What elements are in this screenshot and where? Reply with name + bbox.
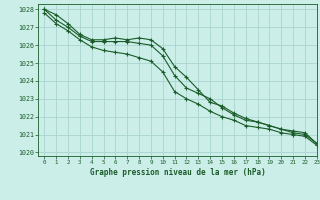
X-axis label: Graphe pression niveau de la mer (hPa): Graphe pression niveau de la mer (hPa) (90, 168, 266, 177)
